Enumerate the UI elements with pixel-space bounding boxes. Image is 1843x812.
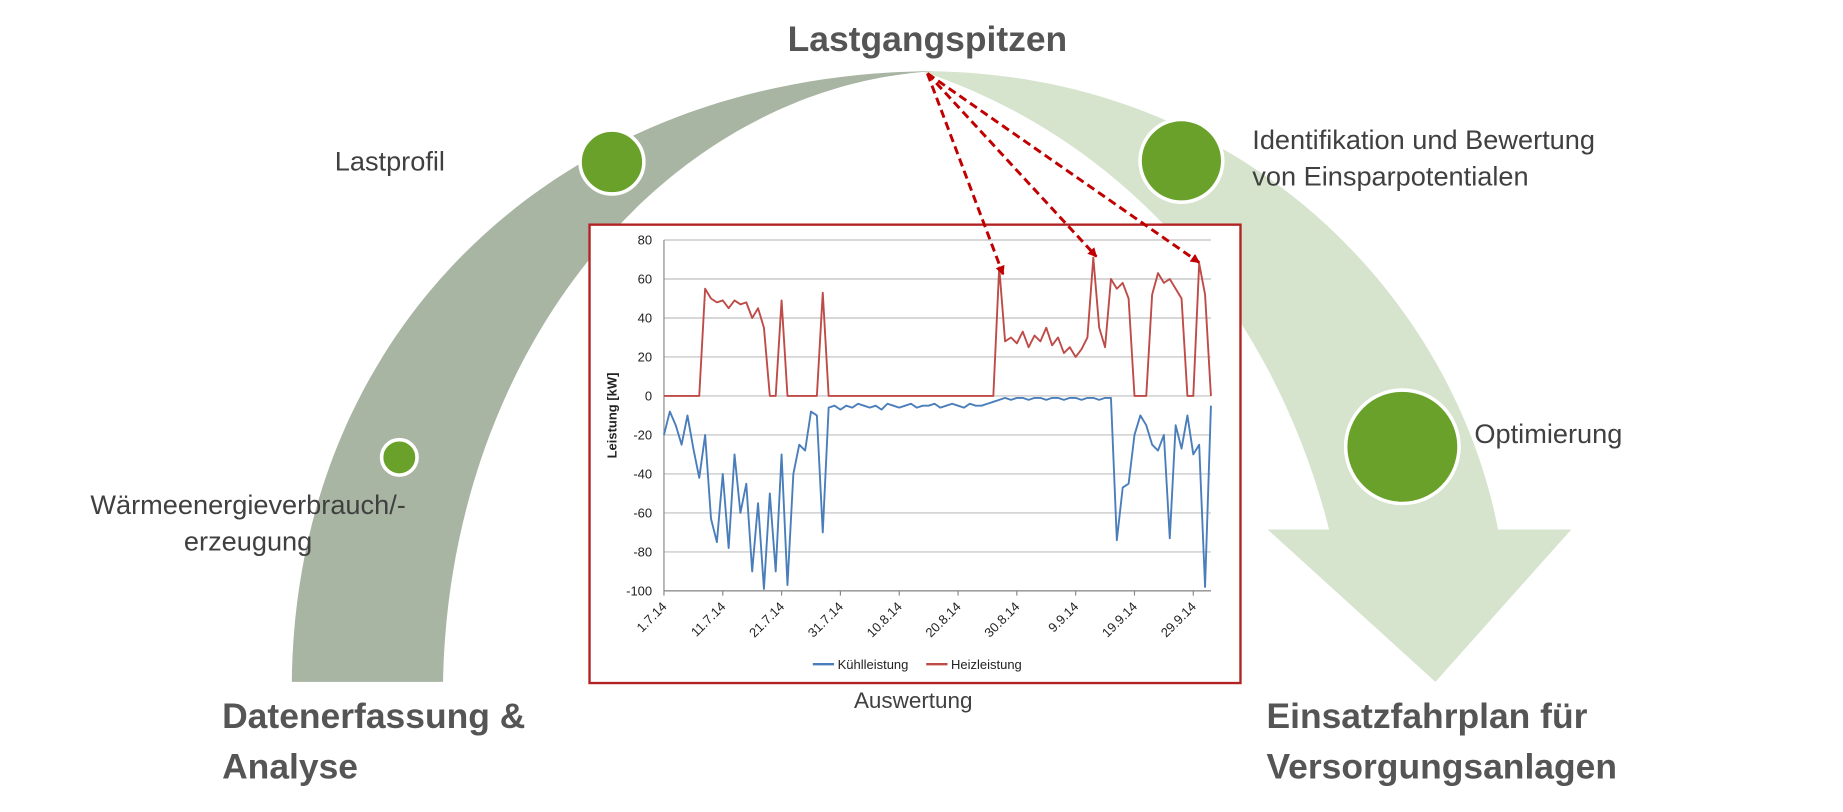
step-dot [379, 437, 419, 477]
chart-caption: Auswertung [854, 688, 973, 713]
peak-arrow [926, 72, 1098, 258]
series-line [663, 396, 1212, 590]
y-tick-label: 0 [645, 389, 652, 404]
stage-label: Datenerfassung & [222, 696, 525, 736]
left-arc [291, 71, 934, 682]
step-label: Identifikation und Bewertung [1252, 124, 1595, 155]
stage-label: Versorgungsanlagen [1266, 747, 1617, 787]
step-label: erzeugung [184, 526, 312, 557]
peak-arrows [926, 72, 1201, 276]
y-tick-label: 40 [638, 311, 652, 326]
y-tick-label: -60 [633, 506, 652, 521]
legend-label: Heizleistung [951, 657, 1022, 672]
y-tick-label: 60 [638, 272, 652, 287]
y-tick-label: 80 [638, 233, 652, 248]
y-tick-label: -20 [633, 428, 652, 443]
chart-frame [588, 223, 1242, 685]
y-axis-label: Leistung [kW] [605, 373, 620, 459]
step-label: Optimierung [1474, 418, 1622, 449]
step-dot [1138, 117, 1225, 204]
right-arc-arrow [921, 71, 1572, 682]
step-dot [578, 128, 646, 196]
stage-label: Analyse [222, 747, 358, 787]
stage-label: Einsatzfahrplan für [1266, 696, 1587, 736]
y-tick-label: -100 [626, 584, 652, 599]
y-tick-label: -80 [633, 545, 652, 560]
y-tick-label: 20 [638, 350, 652, 365]
step-dot [1343, 388, 1461, 506]
title: Lastgangspitzen [788, 19, 1068, 59]
step-label: Wärmeenergieverbrauch/- [90, 489, 405, 520]
y-tick-label: -40 [633, 467, 652, 482]
peak-arrow [926, 72, 1201, 264]
step-label: Lastprofil [335, 145, 445, 176]
step-label: von Einsparpotentialen [1252, 161, 1528, 192]
peak-arrow [926, 72, 1005, 276]
series-line [663, 256, 1212, 397]
legend-label: Kühlleistung [838, 657, 909, 672]
